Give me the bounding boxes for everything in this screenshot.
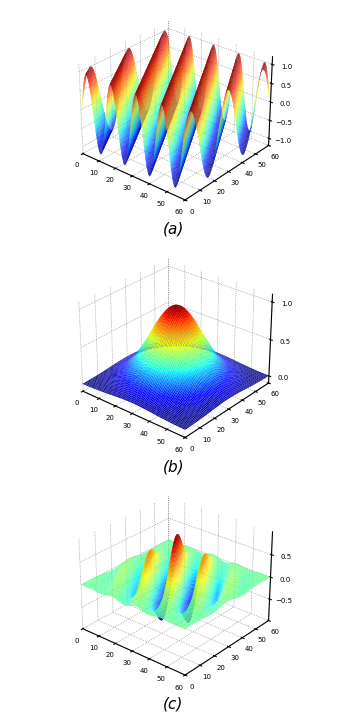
Text: (c): (c): [163, 697, 184, 712]
Text: (b): (b): [163, 459, 184, 474]
Text: (a): (a): [163, 221, 184, 236]
